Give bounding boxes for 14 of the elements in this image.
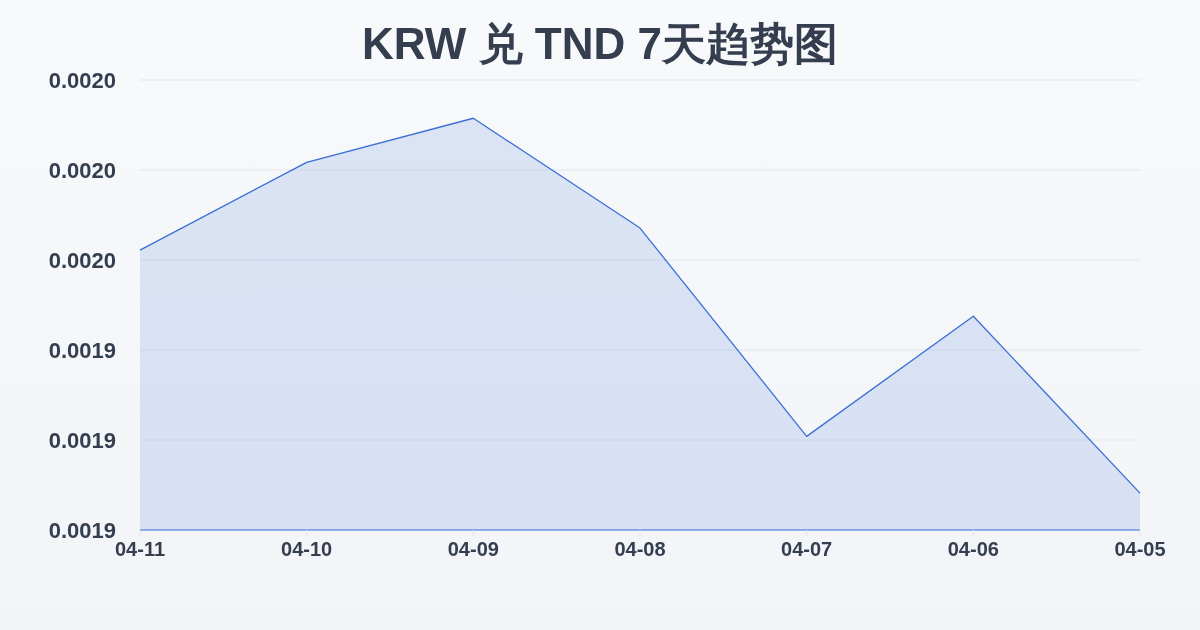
chart-title: KRW 兑 TND 7天趋势图 xyxy=(362,19,838,68)
x-tick-label: 04-11 xyxy=(114,538,166,561)
y-tick-label: 0.0019 xyxy=(48,337,116,363)
x-tick-label: 04-09 xyxy=(447,538,499,561)
y-tick-label: 0.0020 xyxy=(48,247,116,273)
x-tick-label: 04-07 xyxy=(781,538,833,561)
x-tick-label: 04-05 xyxy=(1114,538,1166,561)
x-tick-label: 04-06 xyxy=(947,538,999,561)
y-tick-label: 0.0019 xyxy=(48,517,116,543)
y-tick-label: 0.0019 xyxy=(48,427,116,453)
y-tick-label: 0.0020 xyxy=(48,67,116,93)
x-tick-label: 04-08 xyxy=(614,538,666,561)
y-tick-label: 0.0020 xyxy=(48,157,116,183)
x-tick-label: 04-10 xyxy=(281,538,333,561)
